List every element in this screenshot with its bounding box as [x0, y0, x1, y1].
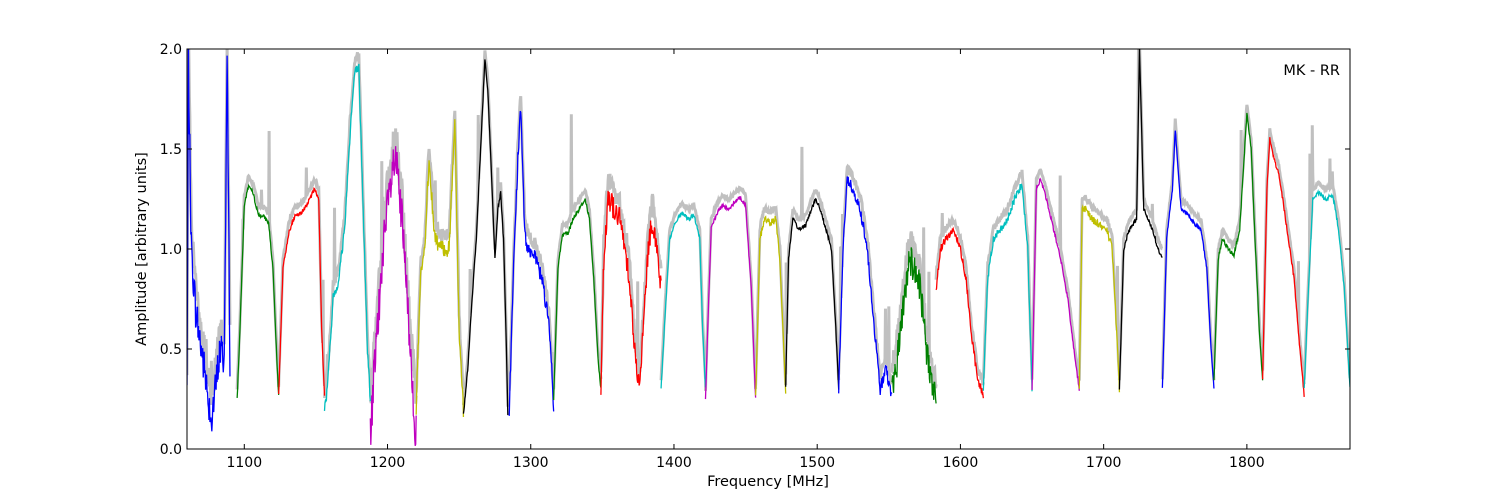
- background-trace-15: [837, 163, 893, 387]
- series-line-23: [1213, 112, 1264, 381]
- series-line-9: [553, 198, 602, 401]
- series-line-1: [187, 49, 231, 432]
- series-trace-group: [187, 49, 1350, 446]
- plot-area: 1100 1200 1300 1400 1500 1600 1700 1800 0.0 0.5 1.…: [160, 42, 1351, 471]
- background-trace-9: [552, 114, 603, 390]
- series-layer: [187, 49, 1350, 446]
- background-trace-14: [784, 146, 841, 381]
- ticks-layer: 1100 1200 1300 1400 1500 1600 1700 1800 0.0 0.5 1.…: [160, 42, 1350, 471]
- y-tick-label: 1.0: [160, 242, 182, 258]
- series-line-19: [1031, 177, 1080, 391]
- background-trace-16: [890, 227, 938, 389]
- y-axis-label: Amplitude [arbitrary units]: [134, 152, 150, 346]
- x-tick-label: 1800: [1229, 455, 1265, 471]
- series-line-13: [754, 215, 787, 396]
- background-trace-8: [507, 96, 556, 391]
- series-line-18: [982, 183, 1033, 392]
- annotation-label: MK - RR: [1283, 63, 1340, 79]
- series-line-14: [785, 197, 840, 390]
- series-line-17: [935, 226, 984, 399]
- x-tick-label: 1600: [943, 455, 979, 471]
- series-line-21: [1118, 49, 1163, 390]
- background-trace-19: [1030, 168, 1081, 380]
- background-trace-2: [235, 131, 281, 390]
- x-axis-label: Frequency [MHz]: [707, 474, 829, 490]
- series-line-4: [323, 63, 371, 412]
- series-line-11: [660, 211, 707, 389]
- series-line-12: [704, 195, 757, 400]
- background-trace-18: [981, 169, 1034, 379]
- series-line-2: [236, 183, 280, 398]
- series-line-24: [1261, 137, 1305, 398]
- background-trace-1: [187, 49, 232, 406]
- y-tick-label: 1.5: [160, 142, 182, 158]
- background-trace-group: [187, 49, 1350, 407]
- y-tick-label: 0.5: [160, 342, 182, 358]
- series-line-6: [415, 119, 465, 417]
- y-tick-label: 0.0: [160, 442, 182, 458]
- background-trace-24: [1261, 128, 1306, 385]
- background-trace-10: [599, 173, 663, 378]
- series-line-15: [838, 176, 893, 397]
- series-line-7: [462, 59, 509, 416]
- background-trace-17: [934, 213, 985, 386]
- series-line-8: [508, 110, 555, 416]
- x-tick-label: 1100: [226, 455, 262, 471]
- series-line-5: [369, 146, 417, 446]
- x-tick-label: 1200: [370, 455, 406, 471]
- x-tick-label: 1300: [513, 455, 549, 471]
- series-line-16: [891, 247, 937, 404]
- series-line-10: [600, 190, 662, 395]
- background-trace-3: [277, 167, 326, 387]
- series-line-20: [1078, 204, 1121, 393]
- background-trace-20: [1077, 194, 1121, 381]
- series-line-22: [1161, 130, 1215, 389]
- x-tick-label: 1400: [656, 455, 692, 471]
- x-tick-label: 1500: [799, 455, 835, 471]
- y-tick-label: 2.0: [160, 42, 182, 58]
- background-trace-22: [1160, 118, 1216, 381]
- x-tick-label: 1700: [1086, 455, 1122, 471]
- series-line-25: [1303, 189, 1350, 389]
- series-line-3: [278, 187, 326, 396]
